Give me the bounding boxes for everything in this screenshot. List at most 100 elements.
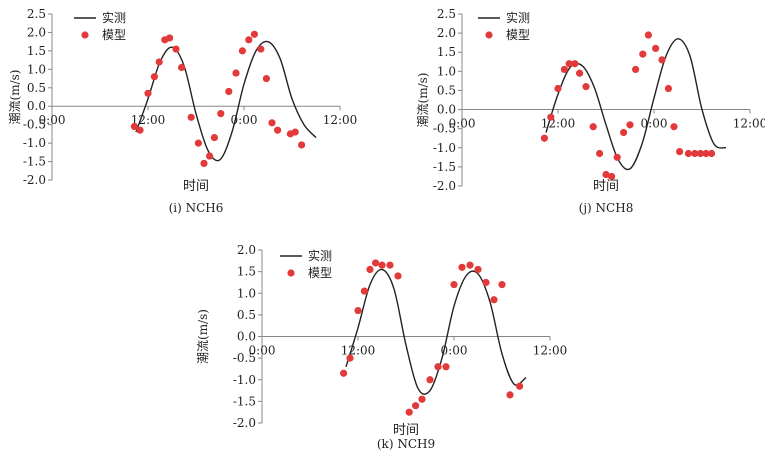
y-tick-label: 0.0 bbox=[437, 103, 456, 117]
series-point-model bbox=[670, 123, 678, 131]
chart-panel-nch6: 2.5 2.0 1.5 1.0 0.5 0.0 -0.5 -1.0 -1.5 -2.0 0:00 12… bbox=[7, 7, 358, 215]
series-point-model bbox=[684, 149, 693, 158]
chart-title: (k) NCH9 bbox=[377, 437, 435, 451]
series-point-model bbox=[608, 172, 616, 181]
series-point-model bbox=[257, 45, 265, 53]
series-point-model bbox=[434, 363, 442, 371]
series-point-model bbox=[405, 408, 413, 416]
series-point-model bbox=[346, 354, 354, 362]
legend-dot-swatch bbox=[485, 31, 493, 39]
y-tick-label: 1.0 bbox=[27, 62, 46, 76]
series-point-model bbox=[658, 56, 666, 64]
x-tick-label: 12:00 bbox=[733, 117, 765, 131]
series-point-model bbox=[150, 73, 158, 81]
series-point-model bbox=[565, 60, 573, 68]
series-point-model bbox=[130, 122, 138, 131]
y-tick-label: 2.5 bbox=[27, 7, 46, 21]
legend-label-model: 模型 bbox=[102, 28, 126, 42]
series-point-model bbox=[172, 45, 180, 53]
series-point-model bbox=[506, 391, 514, 399]
series-point-model bbox=[466, 261, 474, 269]
chart-title: (j) NCH8 bbox=[579, 201, 634, 215]
x-tick-label: 12:00 bbox=[533, 344, 568, 358]
series-point-model bbox=[200, 159, 208, 167]
series-point-model bbox=[136, 126, 144, 134]
series-point-model bbox=[516, 382, 524, 390]
y-tick-label: 0.5 bbox=[237, 308, 256, 322]
series-point-model bbox=[268, 119, 276, 127]
y-tick-label: 2.0 bbox=[27, 25, 46, 39]
series-point-model bbox=[571, 60, 579, 68]
y-axis-label: 潮流(m/s) bbox=[7, 70, 22, 125]
y-tick-label: -2.0 bbox=[433, 179, 456, 193]
series-point-model bbox=[194, 139, 202, 147]
chart-panel-nch8: 2.5 2.0 1.5 1.0 0.5 0.0 -0.5 -1.0 -1.5 -2.0 0:00 12… bbox=[415, 7, 765, 215]
series-point-model bbox=[210, 133, 218, 142]
y-axis-label: 潮流(m/s) bbox=[195, 309, 210, 364]
series-point-model bbox=[378, 261, 386, 269]
series-point-model bbox=[442, 363, 450, 371]
legend-label-model: 模型 bbox=[506, 28, 530, 42]
series-point-model bbox=[340, 369, 348, 377]
series-point-model bbox=[708, 149, 716, 158]
y-tick-label: 0.0 bbox=[27, 99, 46, 113]
y-tick-label: -0.5 bbox=[433, 122, 456, 136]
series-point-model bbox=[354, 306, 362, 315]
legend-dot-swatch bbox=[81, 31, 89, 39]
x-tick-label: 0:00 bbox=[641, 117, 668, 131]
legend-label-model: 模型 bbox=[308, 266, 332, 280]
x-tick-label: 0:00 bbox=[39, 113, 66, 127]
legend-label-measured: 实测 bbox=[308, 248, 332, 263]
series-point-model bbox=[225, 87, 233, 96]
y-tick-label: 1.5 bbox=[437, 45, 456, 59]
y-tick-label: 0.5 bbox=[27, 81, 46, 95]
y-tick-label: 1.5 bbox=[237, 265, 256, 279]
series-point-model bbox=[696, 149, 705, 158]
series-point-model bbox=[582, 83, 590, 91]
y-tick-label: 0.0 bbox=[237, 330, 256, 344]
y-tick-label: -1.5 bbox=[433, 160, 456, 174]
series-point-model bbox=[676, 148, 684, 156]
series-point-model bbox=[554, 84, 562, 93]
y-tick-label: -0.5 bbox=[23, 118, 46, 132]
series-point-model bbox=[394, 272, 402, 280]
series-point-model bbox=[426, 376, 434, 384]
series-point-model bbox=[602, 170, 610, 179]
series-point-model bbox=[366, 265, 374, 274]
legend-label-measured: 实测 bbox=[506, 10, 530, 25]
series-point-model bbox=[144, 89, 152, 97]
series-line-measured bbox=[135, 40, 317, 162]
series-point-model bbox=[498, 281, 506, 289]
x-tick-label: 0:00 bbox=[441, 344, 468, 358]
series-point-model bbox=[576, 69, 584, 77]
x-tick-label: 12:00 bbox=[323, 113, 358, 127]
series-point-model bbox=[474, 265, 482, 274]
series-point-model bbox=[458, 263, 466, 271]
series-point-model bbox=[155, 58, 163, 66]
series-point-model bbox=[639, 50, 647, 58]
chart-title: (i) NCH6 bbox=[169, 201, 224, 215]
x-axis-label: 时间 bbox=[393, 423, 419, 438]
x-tick-label: 0:00 bbox=[249, 344, 276, 358]
series-point-model bbox=[482, 278, 490, 287]
series-line-measured bbox=[345, 268, 527, 395]
series-point-model bbox=[232, 69, 240, 77]
y-tick-label: -2.0 bbox=[233, 416, 256, 430]
y-tick-label: 1.0 bbox=[237, 286, 256, 300]
y-tick-label: 0.5 bbox=[437, 83, 456, 97]
x-tick-label: 0:00 bbox=[231, 113, 258, 127]
series-point-model bbox=[206, 152, 214, 160]
x-axis-label: 时间 bbox=[593, 179, 619, 194]
legend-dot-swatch bbox=[287, 269, 295, 277]
series-point-model bbox=[274, 126, 282, 134]
series-point-model bbox=[596, 149, 604, 158]
series-point-model bbox=[664, 84, 673, 93]
series-point-model bbox=[702, 149, 710, 158]
series-point-model bbox=[644, 31, 653, 39]
y-tick-label: -0.5 bbox=[233, 351, 256, 365]
x-tick-label: 12:00 bbox=[341, 344, 376, 358]
series-point-model bbox=[217, 110, 225, 118]
series-point-model bbox=[560, 65, 569, 74]
